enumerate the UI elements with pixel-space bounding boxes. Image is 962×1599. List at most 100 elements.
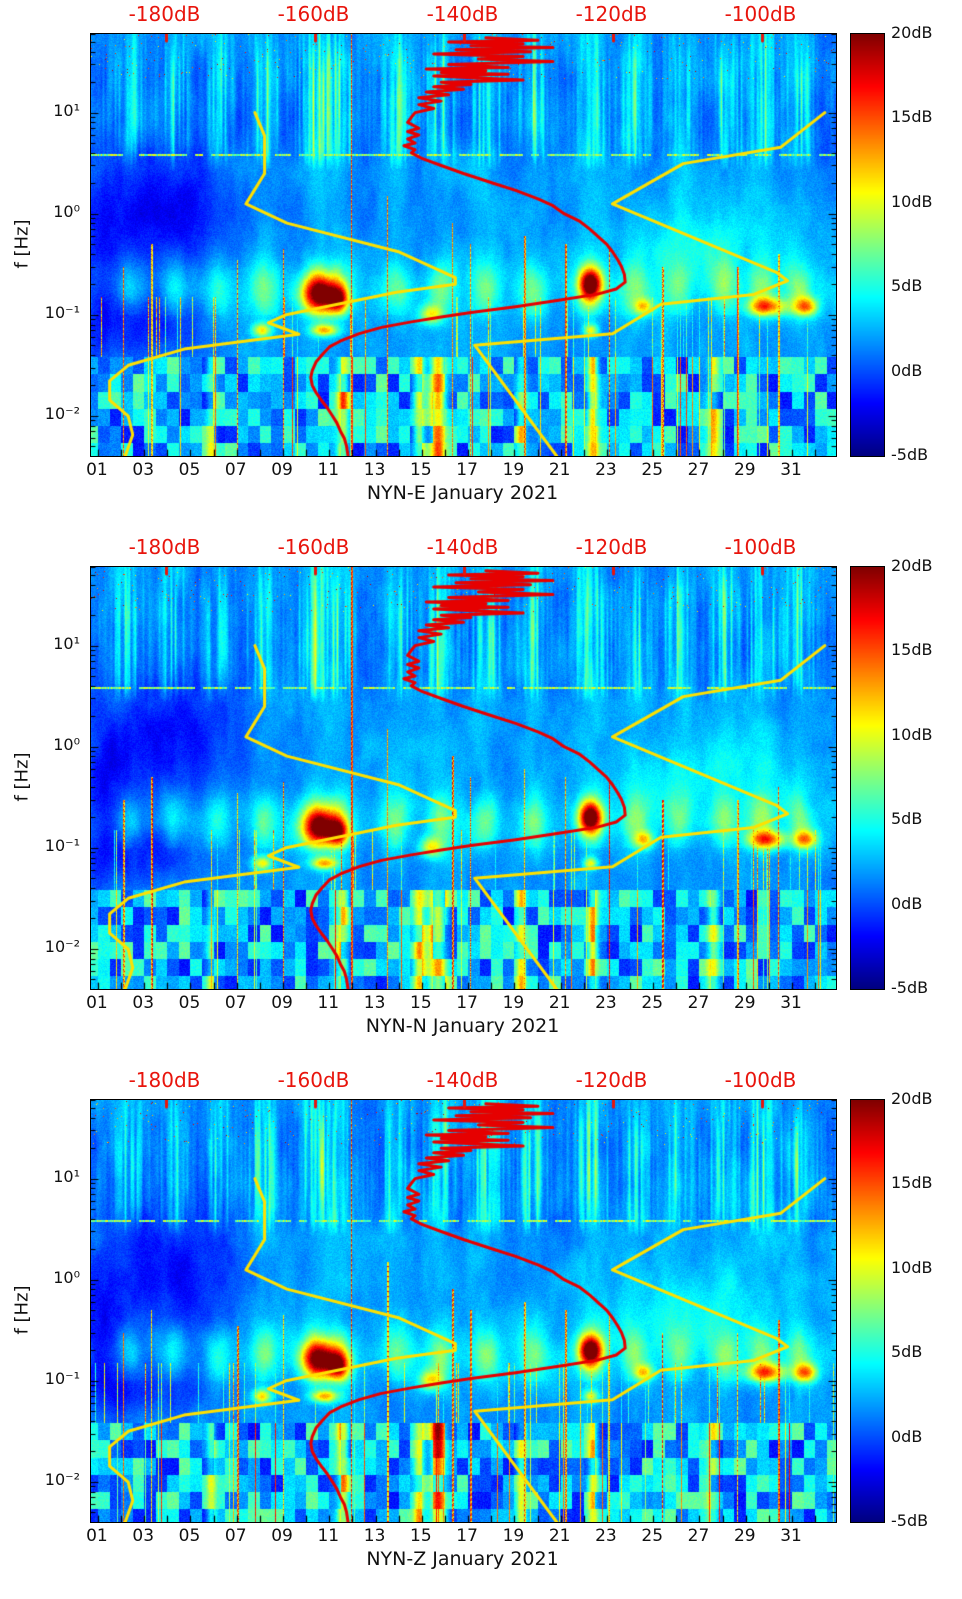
x-tick-label: 23 — [595, 993, 617, 1013]
panel-title: NYN-Z January 2021 — [366, 1548, 559, 1570]
x-tick-label: 11 — [317, 460, 340, 480]
top-db-tick-label: -100dB — [724, 1068, 797, 1092]
x-tick-label: 17 — [456, 460, 478, 480]
x-tick-label: 13 — [363, 993, 386, 1013]
x-tick-label: 07 — [224, 993, 247, 1013]
x-tick-label: 07 — [224, 460, 247, 480]
colorbar-tick-label: 0dB — [891, 1426, 923, 1446]
x-tick-labels: 01 03 05 07 09 11 13 15 17 19 21 23 25 27 29 31 — [86, 460, 835, 484]
spectrogram-canvas — [91, 567, 836, 989]
spectrogram-canvas — [91, 1100, 836, 1522]
y-tick-label: 10⁻² — [44, 1469, 80, 1489]
top-db-tick-label: -100dB — [724, 2, 797, 26]
colorbar-tick-label: 20dB — [891, 556, 933, 575]
y-tick-label: 10⁰ — [53, 201, 80, 221]
y-tick-label: 10⁰ — [53, 734, 80, 754]
panel-title: NYN-N January 2021 — [365, 1015, 560, 1037]
colorbar-tick-label: 5dB — [891, 276, 923, 296]
x-tick-label: 01 — [86, 460, 108, 480]
x-tick-label: 23 — [595, 460, 617, 480]
colorbar-tick-label: 0dB — [891, 360, 923, 380]
x-tick-label: 15 — [410, 1526, 432, 1546]
x-tick-label: 19 — [502, 993, 525, 1013]
x-tick-label: 29 — [733, 993, 756, 1013]
x-tick-label: 05 — [178, 993, 201, 1013]
x-tick-label: 29 — [733, 1526, 756, 1546]
top-db-axis: -180dB -160dB -140dB -120dB -100dB — [90, 1068, 835, 1096]
top-db-tick-label: -140dB — [426, 1068, 499, 1092]
colorbar-tick-label: -5dB — [891, 445, 929, 464]
colorbar-tick-label: 15dB — [891, 1173, 933, 1193]
colorbar-tick-labels: 20dB 15dB 10dB 5dB 0dB -5dB — [891, 23, 961, 465]
y-tick-labels: 10⁻² 10⁻¹ 10⁰ 10¹ — [0, 566, 84, 996]
colorbar-tick-label: -5dB — [891, 1511, 929, 1530]
colorbar-tick-label: 5dB — [891, 809, 923, 829]
top-db-tick-label: -180dB — [128, 2, 201, 26]
y-tick-label: 10⁻² — [44, 936, 80, 956]
x-tick-label: 31 — [780, 1526, 802, 1546]
x-tick-label: 25 — [641, 460, 664, 480]
colorbar-tick-label: 10dB — [891, 724, 933, 744]
x-tick-label: 27 — [687, 460, 710, 480]
x-tick-label: 21 — [548, 460, 571, 480]
x-tick-label: 05 — [178, 1526, 201, 1546]
x-tick-label: 05 — [178, 460, 201, 480]
x-tick-label: 25 — [641, 1526, 664, 1546]
x-tick-label: 13 — [363, 460, 386, 480]
spectrogram-plot — [90, 566, 837, 990]
x-tick-label: 11 — [317, 1526, 340, 1546]
y-tick-label: 10¹ — [53, 100, 80, 120]
colorbar — [850, 566, 885, 990]
x-tick-label: 09 — [271, 1526, 293, 1546]
x-tick-label: 03 — [132, 1526, 155, 1546]
x-tick-label: 21 — [548, 993, 571, 1013]
colorbar-tick-labels: 20dB 15dB 10dB 5dB 0dB -5dB — [891, 556, 961, 998]
top-db-tick-label: -180dB — [128, 535, 201, 559]
panel-title: NYN-E January 2021 — [366, 482, 559, 504]
colorbar-tick-label: 20dB — [891, 1089, 933, 1108]
spectrogram-panel-e: -180dB -160dB -140dB -120dB -100dB f [Hz] 10… — [0, 0, 962, 533]
x-tick-label: 01 — [86, 993, 108, 1013]
top-db-tick-label: -160dB — [277, 2, 350, 26]
x-tick-label: 15 — [410, 993, 432, 1013]
top-db-tick-label: -140dB — [426, 2, 499, 26]
x-tick-label: 23 — [595, 1526, 617, 1546]
y-tick-label: 10⁻¹ — [44, 1368, 80, 1388]
top-db-tick-label: -100dB — [724, 535, 797, 559]
y-tick-labels: 10⁻² 10⁻¹ 10⁰ 10¹ — [0, 33, 84, 463]
y-tick-label: 10¹ — [53, 1166, 80, 1186]
top-db-tick-label: -180dB — [128, 1068, 201, 1092]
x-tick-label: 03 — [132, 460, 155, 480]
x-tick-label: 15 — [410, 460, 432, 480]
x-tick-labels: 01 03 05 07 09 11 13 15 17 19 21 23 25 27 29 31 — [86, 993, 835, 1017]
top-db-axis: -180dB -160dB -140dB -120dB -100dB — [90, 535, 835, 563]
spectrogram-plot — [90, 1099, 837, 1523]
x-tick-label: 31 — [780, 460, 802, 480]
y-tick-label: 10⁰ — [53, 1267, 80, 1287]
colorbar-tick-label: 20dB — [891, 23, 933, 42]
x-tick-label: 17 — [456, 993, 478, 1013]
colorbar-tick-label: 10dB — [891, 1257, 933, 1277]
x-tick-label: 27 — [687, 993, 710, 1013]
y-tick-label: 10⁻² — [44, 403, 80, 423]
x-tick-label: 11 — [317, 993, 340, 1013]
colorbar-tick-label: 10dB — [891, 191, 933, 211]
colorbar-tick-labels: 20dB 15dB 10dB 5dB 0dB -5dB — [891, 1089, 961, 1531]
x-tick-label: 03 — [132, 993, 155, 1013]
y-tick-labels: 10⁻² 10⁻¹ 10⁰ 10¹ — [0, 1099, 84, 1529]
top-db-tick-label: -140dB — [426, 535, 499, 559]
top-db-tick-label: -120dB — [575, 2, 648, 26]
x-tick-label: 01 — [86, 1526, 108, 1546]
colorbar-tick-label: 5dB — [891, 1342, 923, 1362]
colorbar — [850, 1099, 885, 1523]
y-tick-label: 10¹ — [53, 633, 80, 653]
x-tick-label: 21 — [548, 1526, 571, 1546]
colorbar-tick-label: 0dB — [891, 893, 923, 913]
x-tick-label: 09 — [271, 460, 293, 480]
top-db-tick-label: -160dB — [277, 1068, 350, 1092]
colorbar-tick-label: 15dB — [891, 640, 933, 660]
x-tick-label: 31 — [780, 993, 802, 1013]
x-tick-label: 09 — [271, 993, 293, 1013]
colorbar-tick-label: -5dB — [891, 978, 929, 997]
top-db-tick-label: -120dB — [575, 535, 648, 559]
